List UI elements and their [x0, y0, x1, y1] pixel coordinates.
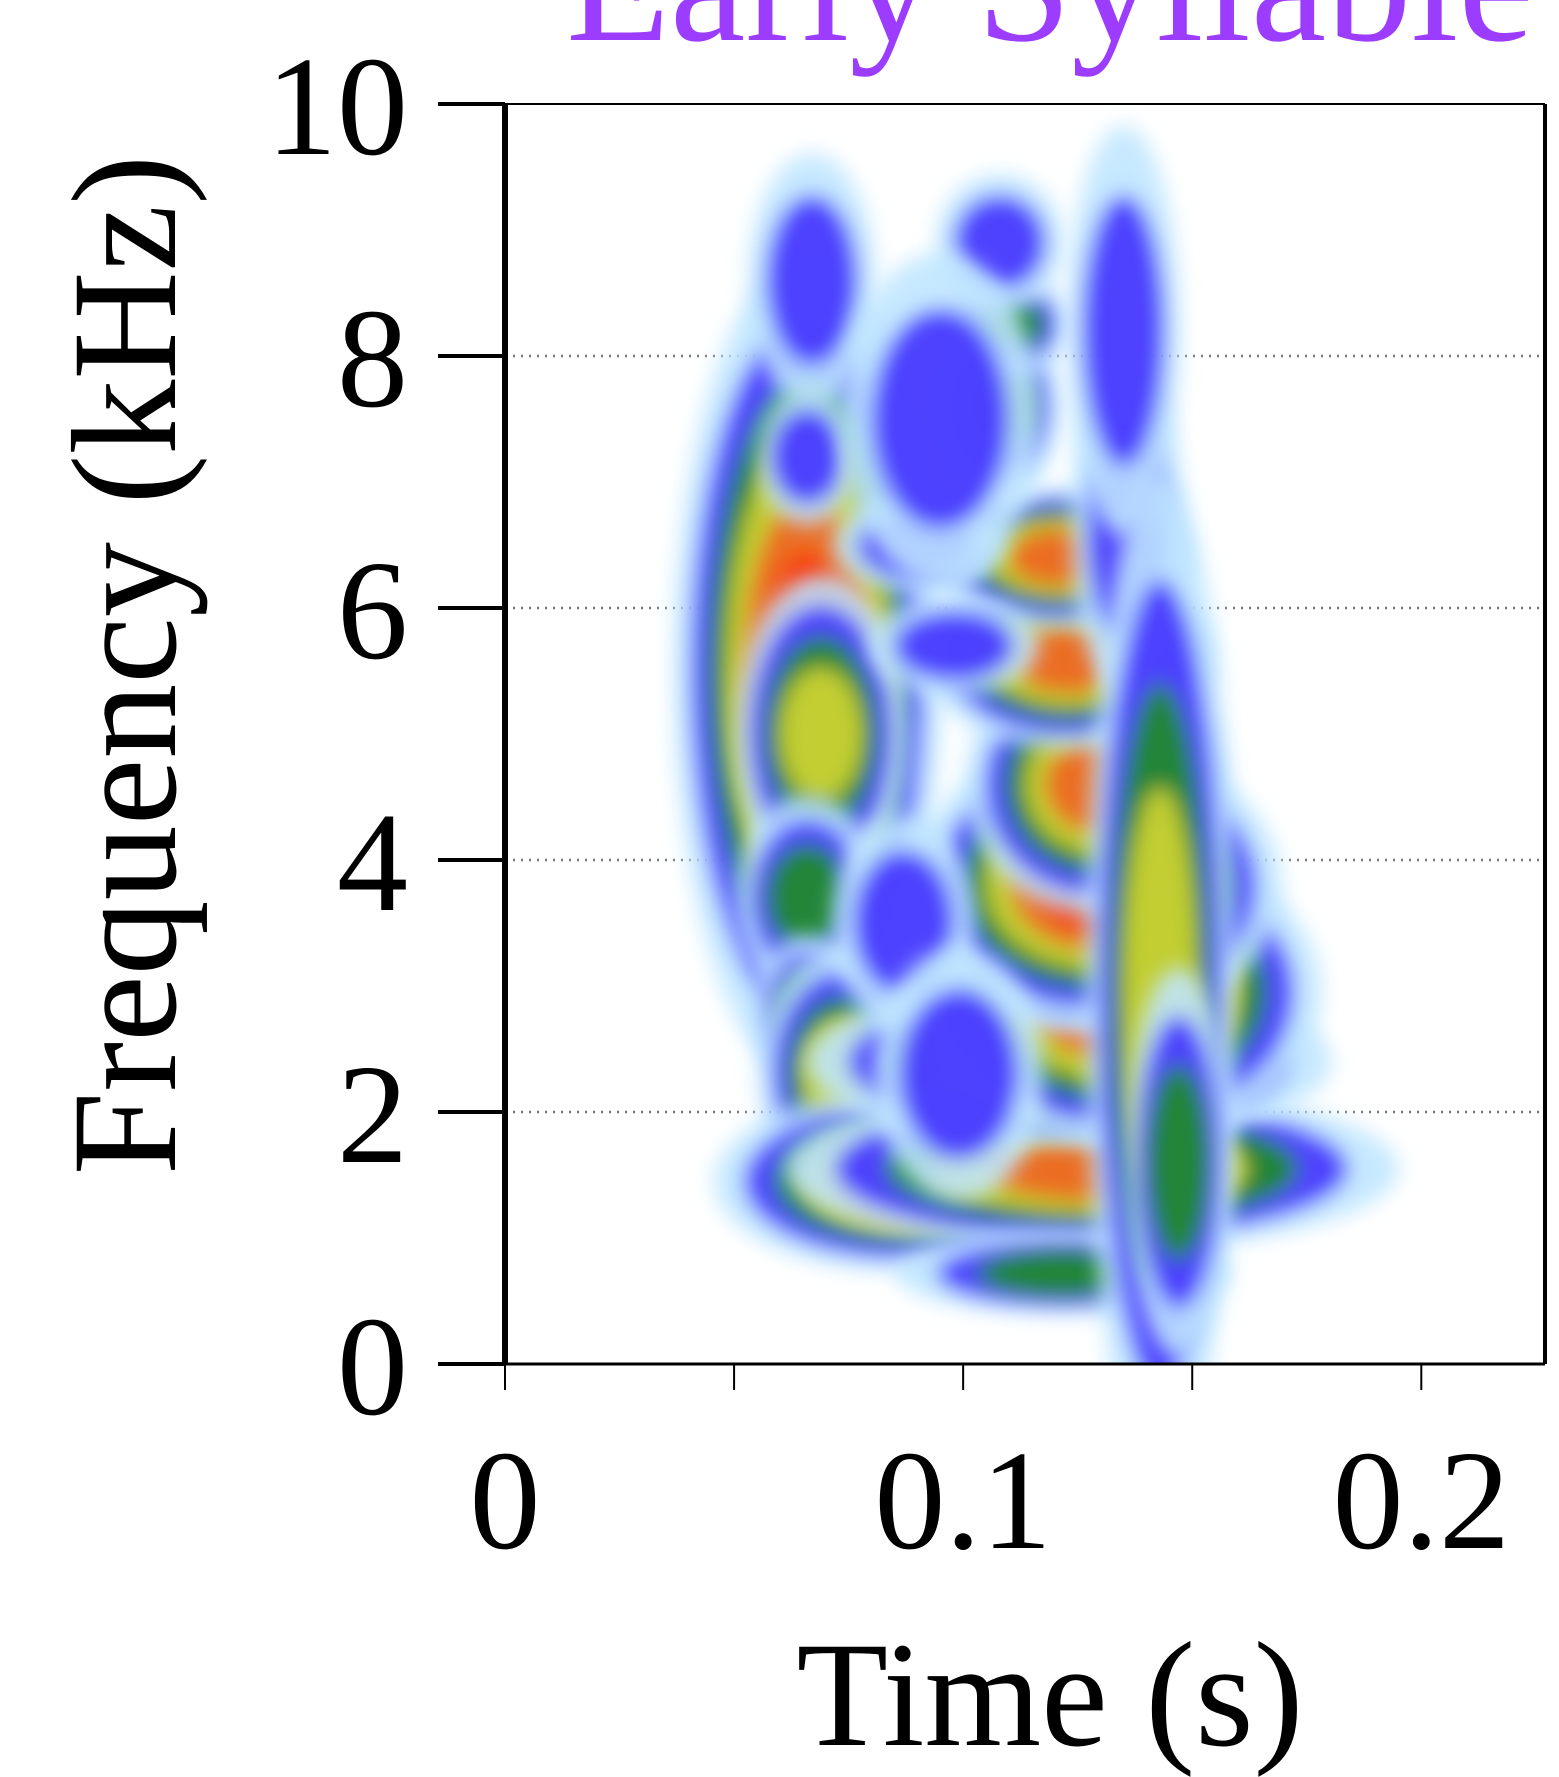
y-tick-label: 6 [337, 531, 408, 689]
spectrogram-blob-band [779, 667, 863, 801]
y-tick-label: 4 [337, 783, 408, 941]
plot-frame [502, 103, 1547, 1366]
spectrogram-blob-band [898, 988, 1019, 1160]
x-tick-label: 0.1 [874, 1421, 1052, 1579]
spectrogram-blob-band [894, 610, 1014, 681]
spectrogram-blob [1066, 125, 1181, 537]
spectrogram-heatmap [673, 125, 1399, 1364]
spectrogram-blob-band [871, 308, 1010, 530]
y-axis-ticks: 0 2 4 6 8 10 [266, 27, 505, 1445]
spectrogram-blob [841, 252, 1040, 586]
y-tick-label: 8 [337, 279, 408, 437]
spectrogram-blob [873, 947, 1044, 1202]
y-tick-label: 0 [337, 1287, 408, 1445]
x-axis-title: Time (s) [796, 1612, 1303, 1777]
x-tick-label: 0.2 [1333, 1421, 1511, 1579]
x-tick-label: 0 [470, 1421, 541, 1579]
spectrogram-blob-band [1082, 194, 1165, 467]
chart-title: Early Syllable [566, 0, 1534, 77]
spectrogram-blob [748, 153, 876, 408]
spectrogram-blob [757, 388, 857, 526]
y-tick-label: 2 [337, 1035, 408, 1193]
spectrogram-blob-band [1146, 1064, 1211, 1261]
spectrogram-blob-band [765, 843, 849, 952]
y-axis-title: Frequency (kHz) [42, 155, 208, 1175]
spectrogram-blob-band [770, 409, 845, 505]
x-axis-ticks: 0 0.1 0.2 [470, 1364, 1511, 1579]
spectrogram-blob [1125, 967, 1231, 1358]
y-tick-label: 10 [266, 27, 408, 185]
spectrogram-blob [868, 596, 1039, 695]
spectrogram-blob-band [765, 194, 859, 366]
